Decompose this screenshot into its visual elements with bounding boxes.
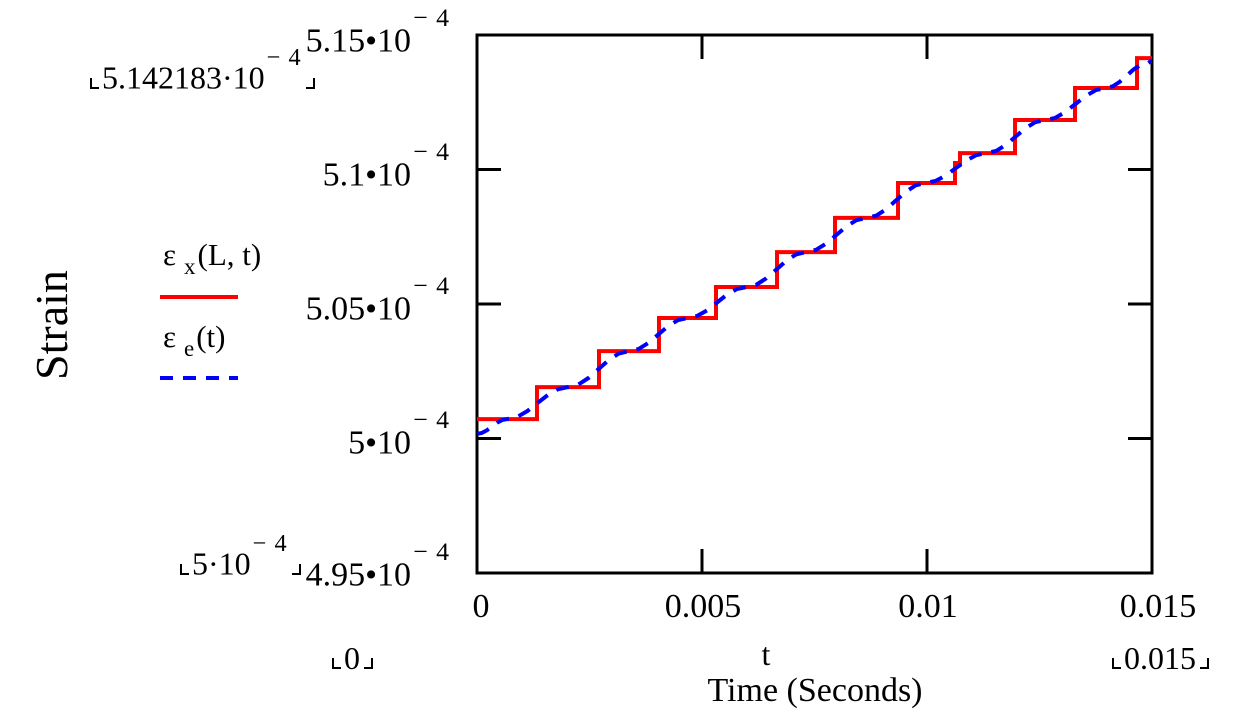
series-epsilon-x-step-line [477, 56, 1152, 422]
series-epsilon-e-dashed-line [476, 58, 1153, 436]
legend-entry-epsilon-x: ε x(L, t) [163, 237, 262, 279]
x-tick-label: 0.01 [898, 588, 958, 625]
x-max-value: 0.015 [1124, 640, 1196, 676]
tick-marks [477, 35, 1152, 573]
placeholder-corner-left-icon [180, 563, 189, 575]
y-tick-label: 5•10− 4 [348, 405, 450, 462]
legend-line-samples [160, 295, 238, 380]
placeholder-corner-right-icon [291, 563, 301, 575]
x-axis-min-placeholder[interactable]: 0 [332, 642, 373, 674]
placeholder-corner-right-icon [305, 77, 315, 89]
plot-series [476, 56, 1153, 436]
placeholder-corner-right-icon [364, 658, 373, 669]
y-min-value: 5·10 [192, 545, 251, 582]
x-tick-label: 0 [472, 588, 490, 625]
plot-axes-box [475, 33, 1154, 575]
y-tick-label: 4.95•10− 4 [305, 537, 450, 594]
placeholder-corner-left-icon [90, 77, 99, 89]
placeholder-corner-left-icon [1112, 658, 1121, 669]
y-tick-label: 5.05•10− 4 [305, 271, 450, 328]
y-max-exponent: − 4 [266, 43, 302, 71]
x-tick-label: 0.015 [1119, 588, 1197, 625]
y-axis-max-placeholder[interactable]: 5.142183·10− 4 [90, 45, 315, 96]
x-axis-max-placeholder[interactable]: 0.015 [1112, 642, 1209, 674]
x-min-value: 0 [344, 640, 360, 676]
y-axis-title: Strain [26, 270, 77, 380]
y-tick-label: 5.15•10− 4 [305, 3, 450, 60]
placeholder-corner-left-icon [332, 658, 341, 669]
y-max-value: 5.142183·10 [102, 59, 265, 96]
x-tick-label: 0.005 [664, 588, 742, 625]
x-axis-description: Time (Seconds) [707, 672, 923, 709]
placeholder-corner-right-icon [1200, 658, 1209, 669]
x-axis-variable: t [761, 636, 771, 672]
legend-entry-epsilon-e: ε e(t) [163, 319, 226, 361]
y-axis-min-placeholder[interactable]: 5·10− 4 [180, 531, 301, 582]
y-min-exponent: − 4 [252, 529, 288, 557]
y-tick-label: 5.1•10− 4 [322, 137, 450, 194]
